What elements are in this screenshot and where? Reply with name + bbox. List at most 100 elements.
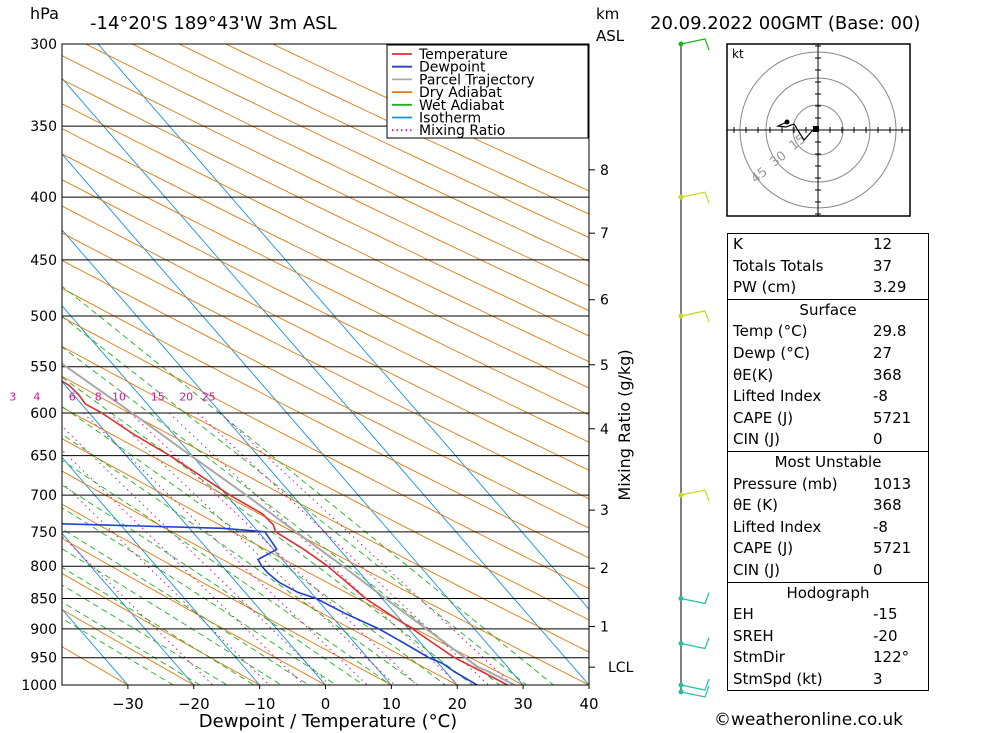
dry-adiabat-line [84,44,589,287]
km-tick-label: 5 [600,358,609,374]
x-tick-label: −30 [112,695,144,713]
profile-lines [62,362,517,685]
pressure-tick-label: 700 [30,488,57,504]
legend-label: Parcel Trajectory [419,72,535,88]
km-tick-label: LCL [608,660,634,676]
index-row: Dewp (°C) 27 [733,343,893,362]
wind-profile [678,38,710,698]
parcel-line [62,362,517,685]
pressure-tick-label: 900 [30,622,57,638]
dry-adiabat-line [62,287,589,559]
pressure-tick-label: 750 [30,525,57,541]
index-row: CIN (J) 0 [733,430,883,449]
mixing-ratio-label: 3 [9,390,16,403]
index-row: PW (cm) 3.29 [733,278,907,297]
index-row: Lifted Index -8 [733,517,888,536]
wind-point [678,595,684,601]
index-row: EH -15 [733,605,898,624]
mixing-ratio-label: 6 [69,390,76,403]
pressure-units: hPa [30,4,59,23]
location-title: -14°20'S 189°43'W 3m ASL [90,13,337,34]
wet-adiabat-line [62,405,447,685]
dewpoint-line [62,523,481,685]
hodograph-storm-marker [813,126,819,132]
mixing-ratio-label: 20 [179,390,193,403]
pressure-tick-label: 800 [30,559,57,575]
km-units: km [596,5,619,23]
pressure-tick-label: 500 [30,309,57,325]
run-datetime: 20.09.2022 00GMT (Base: 00) [650,13,920,34]
isotherm-line [97,44,589,610]
isobar-grid [62,43,589,686]
dry-adiabat-line [62,316,589,590]
mixing-ratio-line [83,412,368,685]
isotherm-line [62,380,327,685]
temperature-line [62,380,510,685]
pressure-axis: 300 350 400 450 500 550 600 650 700 750 800 850 900 9… [21,37,57,694]
x-tick-label: −10 [244,695,276,713]
index-row: Temp (°C) 29.8 [733,322,907,341]
index-row: K 12 [733,235,893,253]
index-row: θE (K) 368 [733,496,902,515]
wind-barb [680,685,710,698]
wind-barb [680,637,710,650]
pressure-tick-label: 1000 [21,678,57,694]
section-title: Hodograph [786,583,870,602]
pressure-tick-label: 400 [30,190,57,206]
km-tick-label: 4 [600,422,609,438]
km-tick-label: 7 [600,226,609,242]
dry-adiabat-line [62,79,589,337]
legend-box [386,44,589,139]
isotherm-line [62,305,392,685]
mixing-ratio-labels: 12346810152025 [9,390,215,403]
mixing-ratio-line [219,412,514,685]
plot-frame [61,43,590,686]
index-row: SREH -20 [733,626,898,645]
dry-adiabat-line [62,406,589,685]
wind-barb [680,191,710,204]
pressure-tick-label: 650 [30,449,57,465]
x-tick-label: −20 [178,695,210,713]
dry-adiabat-line [62,103,589,363]
km-tick-label: 3 [600,503,609,519]
pressure-tick-label: 300 [30,37,57,53]
wind-barb [680,489,710,502]
mixing-ratio-line [168,412,459,685]
wind-barb [680,592,710,605]
wind-barb [680,310,710,323]
wet-adiabat-line [62,617,174,685]
x-tick-label: 0 [321,695,331,713]
dry-adiabat-line [178,44,589,239]
wet-adiabat-line [62,601,201,685]
temperature-axis: −30 −20 −10 0 10 20 30 40 [112,685,599,713]
isotherm-line [62,153,524,685]
x-tick-label: 30 [514,695,533,713]
legend-label: Mixing Ratio [419,123,505,139]
mixing-ratio-line [62,535,214,685]
dry-adiabat-line [62,345,589,621]
indices-table: K 12 Totals Totals 37 PW (cm) 3.29 Surface … [727,233,929,692]
km-tick-label: 2 [600,561,609,577]
isotherm-line [0,7,19,711]
legend-label: Isotherm [419,111,481,127]
wet-adiabat-line [62,584,228,685]
hodograph-point [784,119,790,125]
wet-adiabat-line [62,566,255,685]
dry-adiabat-line [62,503,393,685]
dry-adiabat-line [62,375,589,653]
legend-label: Dry Adiabat [419,85,502,101]
dry-adiabat-line [62,438,525,685]
dry-adiabat-line [62,232,589,500]
pressure-tick-label: 950 [30,651,57,667]
index-row: CAPE (J) 5721 [733,408,912,427]
wet-adiabat-line [62,376,474,685]
pressure-tick-label: 450 [30,253,57,269]
mixing-ratio-line [62,425,331,685]
legend-label: Wet Adiabat [419,98,505,114]
dry-adiabat-line [224,44,589,215]
isotherm-line [62,532,195,685]
asl-units: ASL [596,27,625,45]
x-tick-label: 10 [382,695,401,713]
